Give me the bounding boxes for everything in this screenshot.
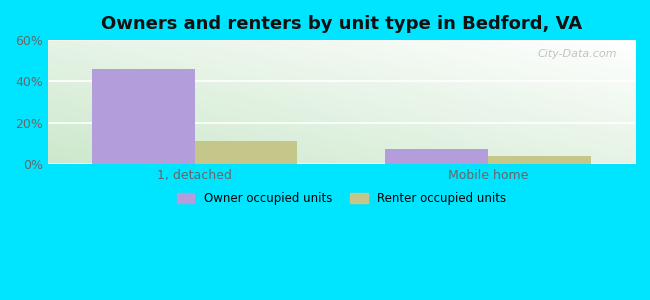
Bar bbox=[92, 69, 194, 164]
Bar bbox=[488, 156, 591, 164]
Legend: Owner occupied units, Renter occupied units: Owner occupied units, Renter occupied un… bbox=[172, 188, 511, 210]
Title: Owners and renters by unit type in Bedford, VA: Owners and renters by unit type in Bedfo… bbox=[101, 15, 582, 33]
Bar bbox=[194, 141, 297, 164]
Bar bbox=[385, 149, 488, 164]
Text: City-Data.com: City-Data.com bbox=[538, 49, 617, 59]
